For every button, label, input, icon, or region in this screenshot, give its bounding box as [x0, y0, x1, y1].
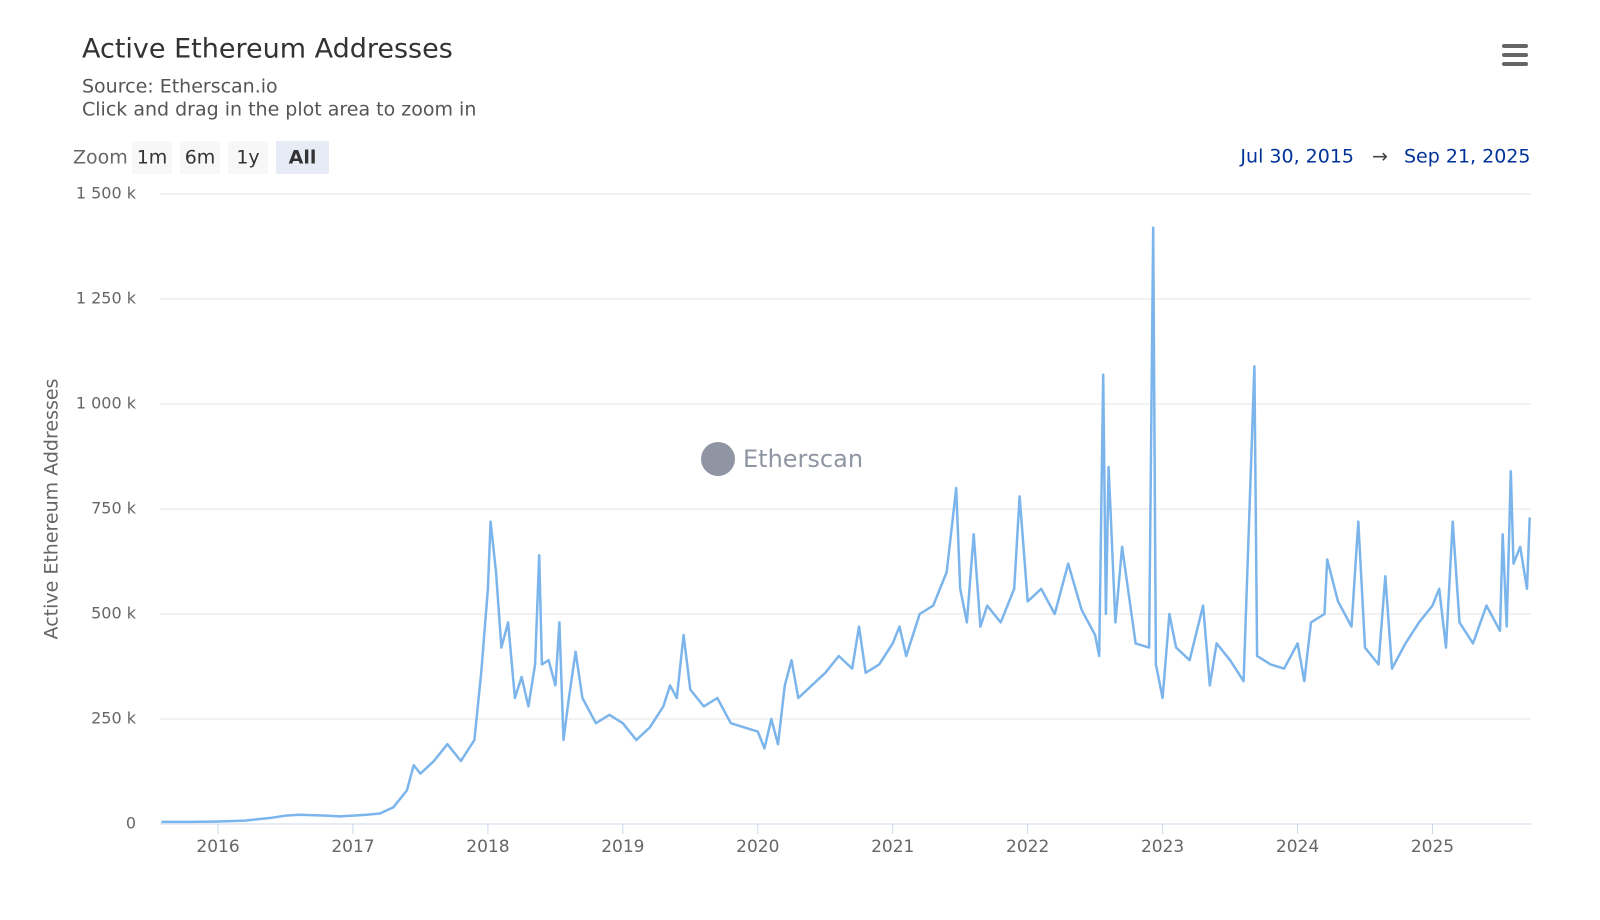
watermark: Etherscan — [701, 442, 863, 476]
x-tick-label: 2022 — [1006, 837, 1049, 857]
zoom-button-label: 1m — [137, 147, 168, 169]
date-from[interactable]: Jul 30, 2015 — [1239, 146, 1354, 168]
zoom-button-bg — [132, 141, 172, 174]
y-tick-label: 1 250 k — [76, 289, 137, 308]
y-tick-label: 1 000 k — [76, 394, 137, 413]
x-tick-label: 2017 — [331, 837, 374, 857]
zoom-label: Zoom — [73, 147, 128, 169]
y-tick-label: 1 500 k — [76, 184, 137, 203]
x-tick-label: 2023 — [1141, 837, 1184, 857]
menu-bar — [1502, 44, 1528, 48]
zoom-button-bg — [180, 141, 220, 174]
date-to[interactable]: Sep 21, 2025 — [1404, 146, 1530, 168]
y-tick-label: 0 — [126, 814, 136, 833]
menu-bar — [1502, 53, 1528, 57]
x-tick-label: 2016 — [196, 837, 239, 857]
chart-subtitle: Source: Etherscan.io — [82, 76, 278, 98]
x-tick-label: 2021 — [871, 837, 914, 857]
y-tick-label: 500 k — [91, 604, 137, 623]
menu-button[interactable] — [1502, 44, 1528, 66]
date-arrow: → — [1372, 146, 1388, 168]
zoom-button-label: All — [289, 147, 317, 169]
watermark-text: Etherscan — [743, 445, 863, 473]
x-tick-label: 2025 — [1411, 837, 1454, 857]
x-tick-label: 2018 — [466, 837, 509, 857]
zoom-button-bg — [276, 141, 329, 174]
zoom-button[interactable]: 1y — [228, 141, 268, 174]
data-line — [161, 226, 1531, 824]
y-tick-label: 250 k — [91, 709, 137, 728]
y-tick-label: 750 k — [91, 499, 137, 518]
x-tick-label: 2019 — [601, 837, 644, 857]
chart-hint: Click and drag in the plot area to zoom … — [82, 99, 476, 121]
chart-title: Active Ethereum Addresses — [82, 34, 453, 65]
zoom-button-label: 6m — [185, 147, 216, 169]
menu-bar — [1502, 62, 1528, 66]
x-tick-label: 2020 — [736, 837, 779, 857]
zoom-button[interactable]: 1m — [132, 141, 172, 174]
zoom-button[interactable]: All — [276, 141, 329, 174]
watermark-logo — [701, 442, 735, 476]
zoom-button-label: 1y — [236, 147, 259, 169]
y-axis-title: Active Ethereum Addresses — [41, 379, 63, 640]
zoom-button[interactable]: 6m — [180, 141, 220, 174]
x-tick-label: 2024 — [1276, 837, 1319, 857]
zoom-button-bg — [228, 141, 268, 174]
